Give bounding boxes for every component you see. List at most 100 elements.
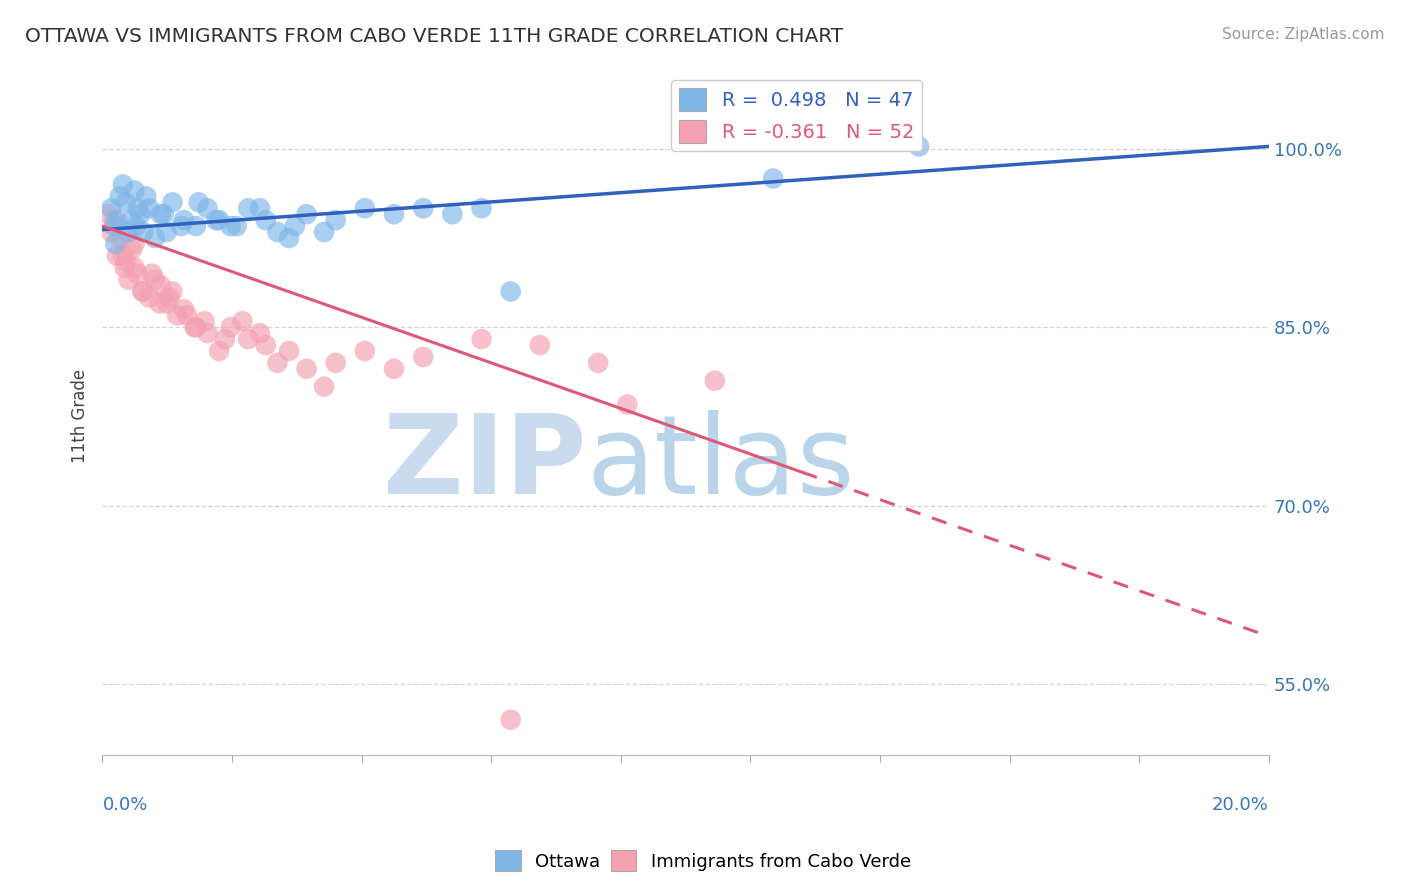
Point [219, 219, 242, 233]
Point [162, 195, 184, 210]
Point [114, 260, 136, 275]
Point [159, 290, 181, 304]
Point [470, 332, 492, 346]
Point [132, 285, 155, 299]
Text: atlas: atlas [586, 410, 855, 517]
Point [105, 213, 128, 227]
Point [254, 213, 277, 227]
Point [149, 278, 172, 293]
Point [103, 213, 125, 227]
Legend: Ottawa, Immigrants from Cabo Verde: Ottawa, Immigrants from Cabo Verde [488, 843, 918, 879]
Point [499, 713, 522, 727]
Point [143, 231, 166, 245]
Point [162, 285, 184, 299]
Point [238, 201, 260, 215]
Point [131, 285, 153, 299]
Point [149, 296, 172, 310]
Point [170, 219, 193, 233]
Point [249, 201, 271, 215]
Point [208, 213, 231, 227]
Point [325, 213, 347, 227]
Point [382, 361, 405, 376]
Point [100, 201, 122, 215]
Y-axis label: 11th Grade: 11th Grade [72, 369, 89, 464]
Point [105, 219, 128, 233]
Point [193, 314, 215, 328]
Point [499, 285, 522, 299]
Point [187, 195, 209, 210]
Point [143, 272, 166, 286]
Point [249, 326, 271, 340]
Text: Source: ZipAtlas.com: Source: ZipAtlas.com [1222, 27, 1385, 42]
Point [97, 207, 120, 221]
Point [278, 343, 301, 358]
Point [325, 356, 347, 370]
Point [141, 267, 163, 281]
Point [138, 290, 160, 304]
Point [354, 343, 377, 358]
Point [208, 343, 231, 358]
Point [183, 320, 205, 334]
Point [100, 225, 122, 239]
Point [129, 207, 152, 221]
Point [295, 361, 318, 376]
Legend: R =  0.498   N = 47, R = -0.361   N = 52: R = 0.498 N = 47, R = -0.361 N = 52 [671, 80, 922, 151]
Point [295, 207, 318, 221]
Point [149, 207, 172, 221]
Point [155, 296, 177, 310]
Point [529, 338, 551, 352]
Point [254, 338, 277, 352]
Point [238, 332, 260, 346]
Point [111, 249, 134, 263]
Point [284, 219, 307, 233]
Point [108, 231, 131, 245]
Point [762, 171, 785, 186]
Text: OTTAWA VS IMMIGRANTS FROM CABO VERDE 11TH GRADE CORRELATION CHART: OTTAWA VS IMMIGRANTS FROM CABO VERDE 11T… [25, 27, 844, 45]
Point [108, 189, 131, 203]
Point [114, 254, 136, 268]
Point [412, 201, 434, 215]
Point [214, 332, 236, 346]
Point [118, 225, 141, 239]
Point [124, 260, 146, 275]
Point [124, 183, 146, 197]
Point [470, 201, 492, 215]
Point [176, 308, 198, 322]
Point [412, 350, 434, 364]
Point [616, 397, 638, 411]
Point [205, 213, 228, 227]
Point [184, 320, 207, 334]
Point [586, 356, 609, 370]
Point [104, 236, 127, 251]
Point [132, 225, 155, 239]
Point [138, 201, 160, 215]
Point [266, 225, 288, 239]
Point [127, 201, 149, 215]
Point [197, 201, 219, 215]
Point [166, 308, 188, 322]
Point [219, 320, 242, 334]
Point [312, 379, 335, 393]
Point [114, 195, 136, 210]
Point [111, 178, 134, 192]
Point [173, 213, 195, 227]
Point [225, 219, 247, 233]
Point [184, 219, 207, 233]
Point [197, 326, 219, 340]
Point [231, 314, 253, 328]
Text: 0.0%: 0.0% [103, 796, 148, 814]
Text: ZIP: ZIP [384, 410, 586, 517]
Point [155, 225, 177, 239]
Point [908, 139, 931, 153]
Point [312, 225, 335, 239]
Point [125, 219, 148, 233]
Point [278, 231, 301, 245]
Point [121, 213, 143, 227]
Point [105, 249, 128, 263]
Point [441, 207, 464, 221]
Point [118, 272, 141, 286]
Point [703, 374, 725, 388]
Text: 20.0%: 20.0% [1212, 796, 1270, 814]
Point [266, 356, 288, 370]
Point [173, 302, 195, 317]
